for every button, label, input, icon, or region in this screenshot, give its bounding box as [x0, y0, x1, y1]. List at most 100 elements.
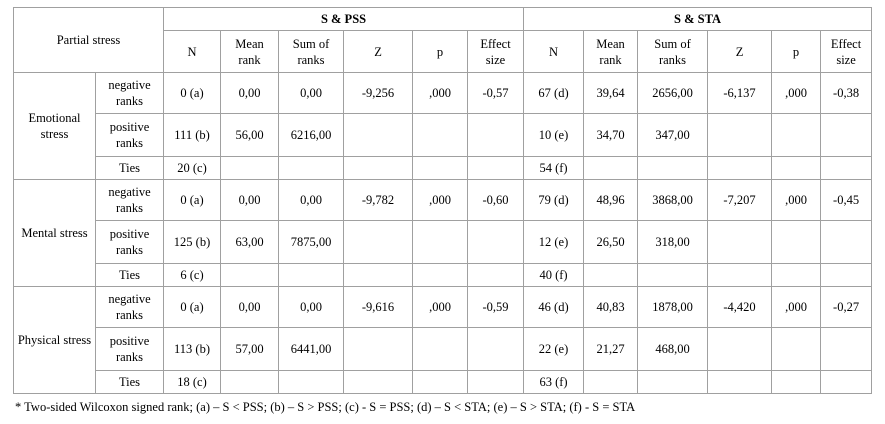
cell — [771, 220, 822, 264]
cell: 1878,00 — [637, 286, 709, 328]
cell — [771, 263, 822, 287]
cell — [771, 156, 822, 180]
cell: -9,616 — [343, 286, 414, 328]
cell — [220, 263, 280, 287]
group-header: S & STA — [523, 7, 873, 31]
corner-header: Partial stress — [12, 7, 165, 73]
cell: 6216,00 — [278, 113, 345, 157]
cell: 0 (a) — [163, 286, 222, 328]
data-row: Emotional stress negative ranks 0 (a) 0,00 0… — [13, 72, 873, 180]
cell: 3868,00 — [637, 179, 709, 221]
cell — [343, 156, 414, 180]
cell — [820, 113, 873, 157]
cell — [820, 263, 873, 287]
column-header: p — [412, 30, 469, 73]
column-header: Z — [343, 30, 414, 73]
data-row: Mental stress negative ranks 0 (a) 0,00 0,00… — [13, 179, 873, 287]
cell: 0 (a) — [163, 72, 222, 114]
cell — [637, 263, 709, 287]
cell — [220, 156, 280, 180]
cell: -0,57 — [467, 72, 525, 114]
row-label: negative ranks — [94, 286, 165, 328]
column-header: Effect size — [820, 30, 873, 73]
cell: 22 (e) — [523, 327, 585, 371]
data-row: positive ranks 125 (b) 63,00 7875,00 12 (e) 2… — [14, 220, 873, 264]
cell: 6441,00 — [278, 327, 345, 371]
column-header: N — [523, 30, 585, 73]
cell: 67 (d) — [523, 72, 585, 114]
cell: -0,27 — [820, 286, 873, 328]
cell — [343, 327, 414, 371]
block-label: Emotional stress — [13, 72, 96, 180]
cell: 0 (a) — [163, 179, 222, 221]
cell: 468,00 — [637, 327, 709, 371]
cell — [771, 370, 822, 394]
cell — [412, 370, 469, 394]
cell: 63 (f) — [523, 370, 585, 394]
data-row: Ties 18 (c) 63 (f) — [14, 370, 873, 394]
cell: 79 (d) — [523, 179, 585, 221]
cell: 0,00 — [220, 72, 280, 114]
cell — [412, 220, 469, 264]
cell — [343, 370, 414, 394]
data-row: Ties 6 (c) 40 (f) — [14, 263, 873, 287]
cell — [707, 370, 773, 394]
cell — [820, 156, 873, 180]
cell: 125 (b) — [163, 220, 222, 264]
cell: 26,50 — [583, 220, 639, 264]
cell: 0,00 — [220, 179, 280, 221]
cell — [412, 263, 469, 287]
cell — [467, 220, 525, 264]
cell: -6,137 — [707, 72, 773, 114]
cell: 46 (d) — [523, 286, 585, 328]
cell: 2656,00 — [637, 72, 709, 114]
cell — [467, 370, 525, 394]
row-label: Ties — [94, 156, 165, 180]
footnote: * Two-sided Wilcoxon signed rank; (a) – … — [15, 400, 636, 414]
cell: 18 (c) — [163, 370, 222, 394]
cell — [707, 156, 773, 180]
column-header: N — [163, 30, 222, 73]
cell: 0,00 — [220, 286, 280, 328]
cell: 57,00 — [220, 327, 280, 371]
cell: 48,96 — [583, 179, 639, 221]
cell — [412, 327, 469, 371]
cell — [707, 327, 773, 371]
row-label: positive ranks — [94, 220, 165, 264]
cell: 111 (b) — [163, 113, 222, 157]
column-header: Mean rank — [583, 30, 639, 73]
results-table: Partial stress S & PSS S & STA N Mean rank Su… — [12, 7, 873, 394]
cell — [467, 263, 525, 287]
cell: 40 (f) — [523, 263, 585, 287]
cell: -7,207 — [707, 179, 773, 221]
cell: ,000 — [771, 72, 822, 114]
cell: 113 (b) — [163, 327, 222, 371]
cell: 347,00 — [637, 113, 709, 157]
cell — [467, 113, 525, 157]
row-label: positive ranks — [94, 113, 165, 157]
data-row: positive ranks 113 (b) 57,00 6441,00 22 (e) 2… — [14, 327, 873, 371]
cell: ,000 — [771, 179, 822, 221]
cell — [583, 263, 639, 287]
cell — [707, 220, 773, 264]
cell: 0,00 — [278, 286, 345, 328]
data-row: Ties 20 (c) 54 (f) — [14, 156, 873, 180]
row-label: Ties — [94, 370, 165, 394]
column-header: p — [771, 30, 822, 73]
cell: 0,00 — [278, 72, 345, 114]
cell: 21,27 — [583, 327, 639, 371]
cell — [820, 220, 873, 264]
cell: 56,00 — [220, 113, 280, 157]
cell: ,000 — [771, 286, 822, 328]
cell — [820, 327, 873, 371]
cell: 63,00 — [220, 220, 280, 264]
cell: 7875,00 — [278, 220, 345, 264]
column-header: Z — [707, 30, 773, 73]
row-label: negative ranks — [94, 179, 165, 221]
cell: ,000 — [412, 286, 469, 328]
cell: 20 (c) — [163, 156, 222, 180]
column-header: Effect size — [467, 30, 525, 73]
cell — [467, 327, 525, 371]
cell: -9,782 — [343, 179, 414, 221]
